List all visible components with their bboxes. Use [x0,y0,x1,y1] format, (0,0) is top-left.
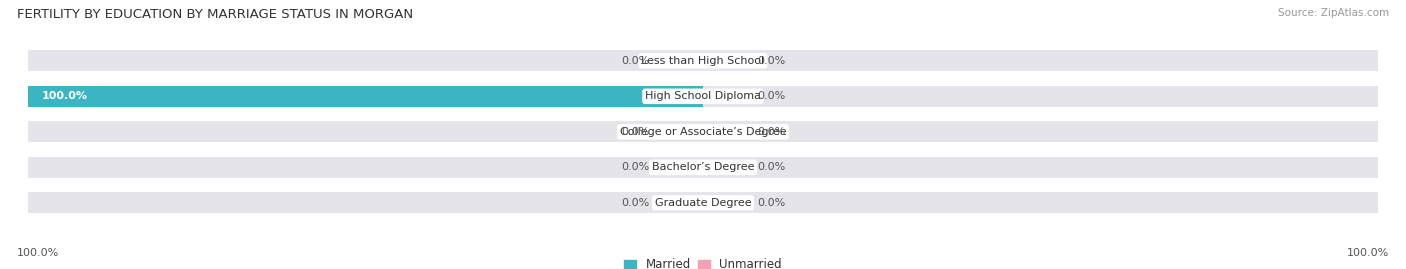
Bar [28,157,703,178]
Bar [703,50,1378,72]
Text: 0.0%: 0.0% [756,91,785,101]
Text: 0.0%: 0.0% [756,162,785,172]
Text: 0.0%: 0.0% [756,56,785,66]
Bar [28,86,703,107]
Text: 100.0%: 100.0% [17,248,59,258]
Text: 0.0%: 0.0% [621,56,650,66]
Bar [703,192,1378,214]
Bar [703,121,1378,143]
Text: 100.0%: 100.0% [42,91,87,101]
Text: Graduate Degree: Graduate Degree [655,198,751,208]
Text: 0.0%: 0.0% [621,198,650,208]
Bar [703,157,1378,178]
Text: 0.0%: 0.0% [756,198,785,208]
Text: FERTILITY BY EDUCATION BY MARRIAGE STATUS IN MORGAN: FERTILITY BY EDUCATION BY MARRIAGE STATU… [17,8,413,21]
Bar [28,86,703,107]
Text: Source: ZipAtlas.com: Source: ZipAtlas.com [1278,8,1389,18]
Text: High School Diploma: High School Diploma [645,91,761,101]
Text: College or Associate’s Degree: College or Associate’s Degree [620,127,786,137]
Text: Bachelor’s Degree: Bachelor’s Degree [652,162,754,172]
Bar [28,50,703,72]
Text: 0.0%: 0.0% [621,162,650,172]
Bar [28,121,703,143]
Legend: Married, Unmarried: Married, Unmarried [624,259,782,269]
Text: 0.0%: 0.0% [756,127,785,137]
Text: 100.0%: 100.0% [1347,248,1389,258]
Text: Less than High School: Less than High School [641,56,765,66]
Text: 0.0%: 0.0% [621,127,650,137]
Bar [703,86,1378,107]
Bar [28,192,703,214]
